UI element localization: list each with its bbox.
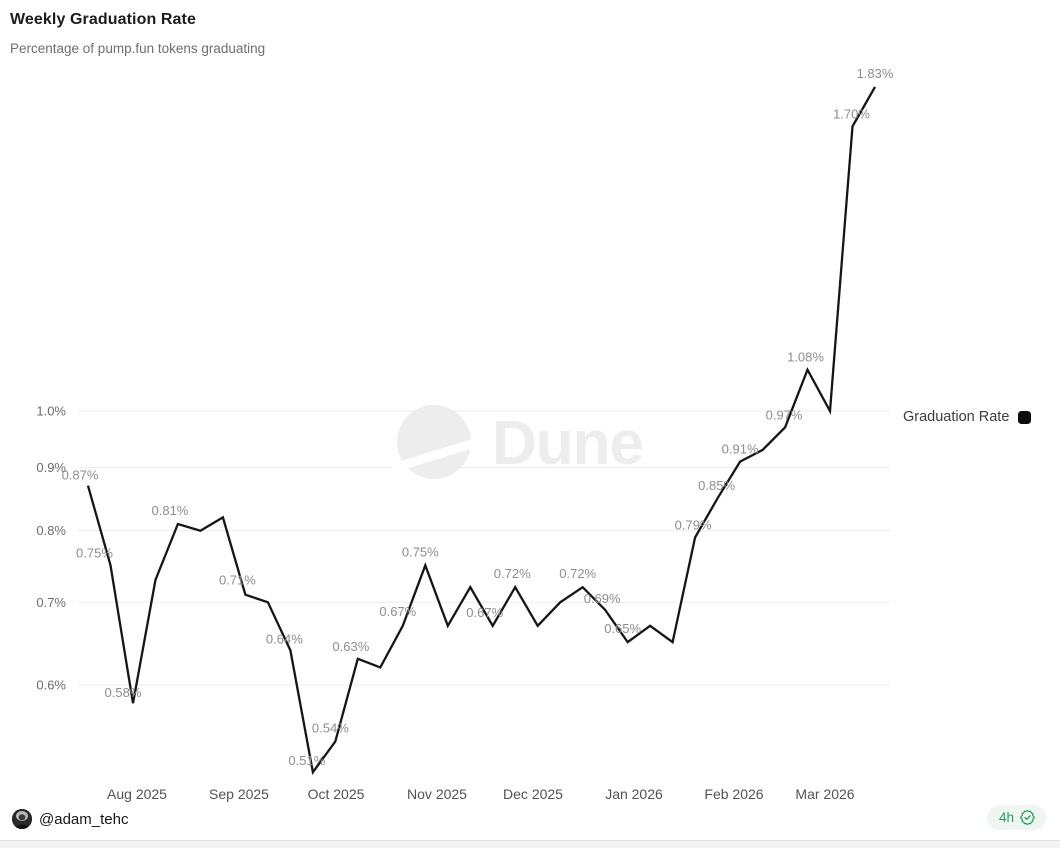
point-label: 0.97% [766, 407, 803, 422]
y-tick-label: 1.0% [36, 404, 66, 419]
x-tick-label: Mar 2026 [795, 786, 854, 802]
point-label: 0.64% [266, 631, 303, 646]
point-label: 0.58% [105, 685, 142, 700]
point-label: 0.72% [559, 566, 596, 581]
point-label: 0.75% [76, 545, 113, 560]
point-label: 1.83% [857, 66, 894, 81]
point-label: 0.69% [584, 591, 621, 606]
author-link[interactable]: @adam_tehc [12, 809, 128, 829]
point-label: 1.08% [787, 350, 824, 365]
watermark-text: Dune [492, 409, 643, 478]
point-labels: 0.87% 0.75% 0.58% 0.81% 0.71% 0.64% 0.51% 0.54%… [62, 66, 894, 768]
point-label: 0.54% [312, 720, 349, 735]
dune-logo-slash [388, 437, 482, 474]
point-label: 0.67% [379, 604, 416, 619]
y-tick-label: 0.6% [36, 677, 66, 692]
verified-check-icon [1019, 809, 1036, 826]
page-title: Weekly Graduation Rate [10, 11, 196, 28]
y-tick-label: 0.8% [36, 523, 66, 538]
refresh-time-badge[interactable]: 4h [986, 805, 1046, 830]
point-label: 0.65% [604, 621, 641, 636]
legend-item-graduation-rate[interactable]: Graduation Rate [903, 409, 1010, 425]
series-line-graduation-rate [86, 86, 876, 776]
point-label: 0.51% [288, 753, 325, 768]
x-tick-label: Aug 2025 [107, 786, 167, 802]
axis-ticks: 1.0% 0.9% 0.8% 0.7% 0.6% Aug 2025 Sep 2025 Oct … [36, 404, 854, 803]
point-label: 0.79% [675, 517, 712, 532]
point-label: 0.81% [152, 503, 189, 518]
point-label: 0.85% [698, 478, 735, 493]
x-tick-label: Feb 2026 [704, 786, 763, 802]
point-label: 0.87% [62, 468, 99, 483]
avatar-image [12, 809, 32, 829]
refresh-time: 4h [998, 810, 1014, 825]
author-handle[interactable]: @adam_tehc [39, 810, 129, 828]
series-line-layer [86, 86, 876, 776]
point-label: 0.75% [402, 544, 439, 559]
point-label: 0.91% [722, 442, 759, 457]
y-tick-label: 0.7% [36, 595, 66, 610]
bottom-divider [0, 840, 1060, 848]
avatar[interactable] [12, 809, 32, 829]
point-label: 1.70% [833, 106, 870, 121]
dune-watermark: Dune [388, 405, 644, 479]
page-subtitle: Percentage of pump.fun tokens graduating [10, 41, 266, 56]
x-tick-label: Nov 2025 [407, 786, 467, 802]
gridlines [78, 410, 890, 686]
point-label: 0.63% [332, 639, 369, 654]
x-tick-label: Oct 2025 [308, 786, 365, 802]
point-label: 0.72% [494, 566, 531, 581]
footer: @adam_tehc 4h [0, 803, 1060, 840]
point-label: 0.71% [219, 573, 256, 588]
legend: Graduation Rate [903, 409, 1032, 425]
y-tick-label: 0.9% [36, 460, 66, 475]
x-tick-label: Jan 2026 [605, 786, 663, 802]
point-label: 0.67% [466, 605, 503, 620]
x-tick-label: Sep 2025 [209, 786, 269, 802]
legend-marker-icon[interactable] [1018, 410, 1032, 424]
x-tick-label: Dec 2025 [503, 786, 563, 802]
